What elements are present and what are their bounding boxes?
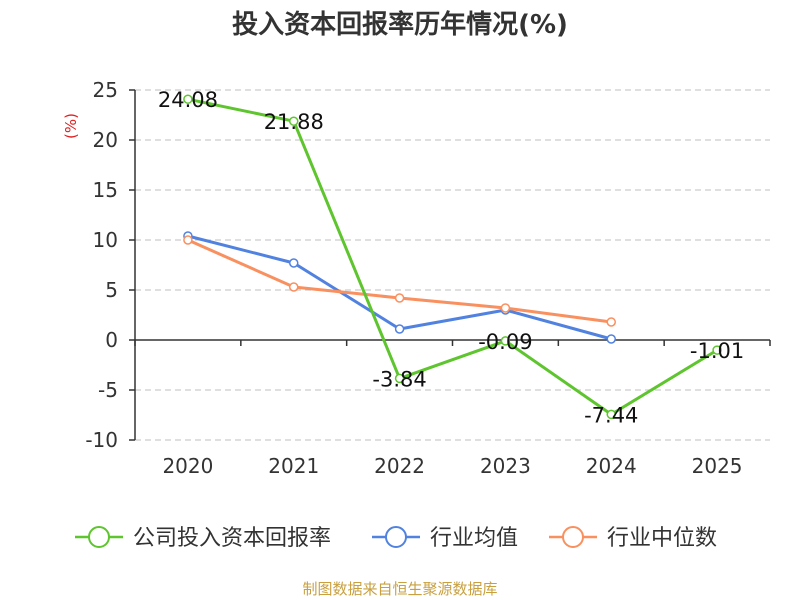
data-point — [394, 293, 405, 303]
legend-label: 行业均值 — [430, 526, 518, 551]
data-point — [606, 317, 616, 327]
data-point — [289, 258, 299, 268]
y-tick-label: 15 — [93, 178, 118, 202]
legend[interactable]: 公司投入资本回报率 行业均值 行业中位数 — [75, 526, 717, 551]
x-tick-label: 2024 — [586, 454, 637, 478]
data-label: -0.09 — [478, 330, 532, 354]
data-point — [606, 334, 616, 344]
y-tick-label: 25 — [93, 78, 118, 102]
data-point — [606, 409, 616, 420]
data-labels: 24.08 21.88 -3.84 -0.09 -7.44 -1.01 — [158, 88, 744, 427]
data-point — [289, 116, 299, 126]
x-tick-label: 2021 — [268, 454, 319, 478]
legend-item[interactable]: 公司投入资本回报率 — [75, 526, 331, 551]
data-label: 24.08 — [158, 88, 218, 112]
data-point — [394, 324, 405, 334]
legend-label: 公司投入资本回报率 — [133, 526, 331, 551]
data-point — [500, 336, 511, 346]
data-label: -1.01 — [690, 339, 744, 363]
data-point — [712, 345, 722, 355]
series-line — [187, 234, 612, 341]
source-note: 制图数据来自恒生聚源数据库 — [302, 580, 498, 598]
legend-swatch-marker — [385, 526, 407, 548]
legend-item[interactable]: 行业均值 — [372, 526, 518, 551]
x-tick-label: 2020 — [162, 454, 213, 478]
data-point — [500, 303, 511, 313]
legend-label: 行业中位数 — [607, 526, 717, 551]
x-tick-label: 2022 — [374, 454, 425, 478]
y-tick-label: 10 — [93, 228, 118, 252]
x-tick-label: 2023 — [480, 454, 531, 478]
data-point — [289, 282, 299, 292]
data-point — [183, 94, 193, 104]
grid-lines — [135, 89, 770, 441]
y-tick-label: -10 — [85, 428, 118, 452]
data-label: -7.44 — [584, 403, 638, 427]
y-tick-label: -5 — [98, 378, 118, 402]
y-tick-label: 0 — [105, 328, 118, 352]
data-point — [394, 373, 405, 384]
legend-swatch-marker — [562, 526, 584, 548]
x-tick-label: 2025 — [692, 454, 743, 478]
y-tick-label: 20 — [93, 128, 118, 152]
series — [183, 94, 722, 420]
data-label: 21.88 — [264, 110, 324, 134]
series-line — [187, 97, 718, 416]
data-label: -3.84 — [372, 367, 426, 391]
y-tick-label: 5 — [105, 278, 118, 302]
chart-title: 投入资本回报率历年情况(%) — [232, 10, 568, 40]
legend-swatch-marker — [88, 526, 110, 548]
axes: 25 20 15 10 5 0 -5 -10 2020 2021 2022 2023 2024 2025 — [85, 78, 771, 478]
legend-item[interactable]: 行业中位数 — [549, 526, 717, 551]
y-axis-label: (%) — [62, 113, 80, 139]
data-point — [183, 235, 193, 245]
